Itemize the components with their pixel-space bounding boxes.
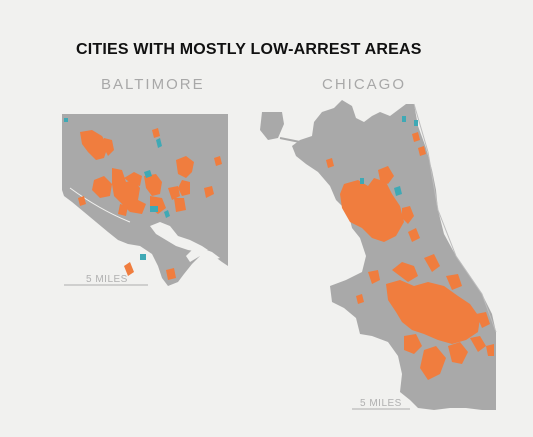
low-arrest-area <box>378 166 394 184</box>
low-arrest-area <box>176 156 194 178</box>
chicago-low-arrest-areas <box>326 132 494 380</box>
low-arrest-area <box>392 262 418 282</box>
chicago-city-boundary <box>292 100 496 410</box>
secondary-area <box>394 186 402 196</box>
baltimore-harbor <box>150 222 208 252</box>
low-arrest-area <box>112 168 146 214</box>
low-arrest-area <box>340 178 404 242</box>
low-arrest-area <box>356 294 364 304</box>
secondary-area <box>144 170 152 178</box>
chicago-scale-label: 5 MILES <box>360 398 402 409</box>
chicago-ohare-area <box>260 112 284 140</box>
low-arrest-area <box>326 158 334 168</box>
low-arrest-area <box>166 268 176 280</box>
baltimore-label: BALTIMORE <box>101 76 205 93</box>
low-arrest-area <box>368 270 380 284</box>
chicago-lake-shore-edge <box>413 103 497 333</box>
low-arrest-area <box>486 344 494 356</box>
low-arrest-area <box>78 196 86 206</box>
low-arrest-area <box>470 336 486 352</box>
secondary-area <box>140 254 146 260</box>
low-arrest-area <box>168 186 180 200</box>
baltimore-low-arrest-areas <box>78 128 222 280</box>
secondary-area <box>402 116 406 122</box>
secondary-area <box>64 118 68 122</box>
baltimore-river-line <box>69 187 131 223</box>
low-arrest-area <box>118 204 128 216</box>
low-arrest-area <box>404 334 422 354</box>
baltimore-harbor-channel <box>186 246 220 262</box>
baltimore-scale-label: 5 MILES <box>86 274 128 285</box>
secondary-area <box>360 178 364 184</box>
baltimore-secondary-areas <box>64 118 170 260</box>
low-arrest-area <box>152 128 160 138</box>
secondary-area <box>414 120 418 126</box>
low-arrest-area <box>424 254 440 272</box>
low-arrest-area <box>144 174 162 196</box>
low-arrest-area <box>124 172 142 186</box>
low-arrest-area <box>204 186 214 198</box>
low-arrest-area <box>420 346 446 380</box>
secondary-area <box>164 210 170 218</box>
low-arrest-area <box>214 156 222 166</box>
baltimore-map: 5 MILES <box>62 114 228 286</box>
low-arrest-area <box>124 262 134 276</box>
low-arrest-area <box>446 274 462 290</box>
chicago-map: 5 MILES <box>260 100 497 410</box>
chicago-secondary-areas <box>360 116 418 196</box>
secondary-area <box>156 138 162 148</box>
secondary-area <box>150 206 158 212</box>
low-arrest-area <box>386 280 480 344</box>
low-arrest-area <box>174 198 186 212</box>
low-arrest-area <box>408 228 420 242</box>
low-arrest-area <box>412 132 420 142</box>
map-title: CITIES WITH MOSTLY LOW-ARREST AREAS <box>76 41 422 58</box>
low-arrest-area <box>80 130 108 160</box>
low-arrest-area <box>418 146 426 156</box>
chicago-ohare-connector <box>279 137 301 143</box>
low-arrest-area <box>476 312 490 328</box>
low-arrest-area <box>178 180 190 196</box>
chicago-label: CHICAGO <box>322 76 407 93</box>
low-arrest-area <box>402 206 414 224</box>
low-arrest-area <box>448 342 468 364</box>
low-arrest-area <box>92 176 112 198</box>
low-arrest-area <box>104 138 114 156</box>
